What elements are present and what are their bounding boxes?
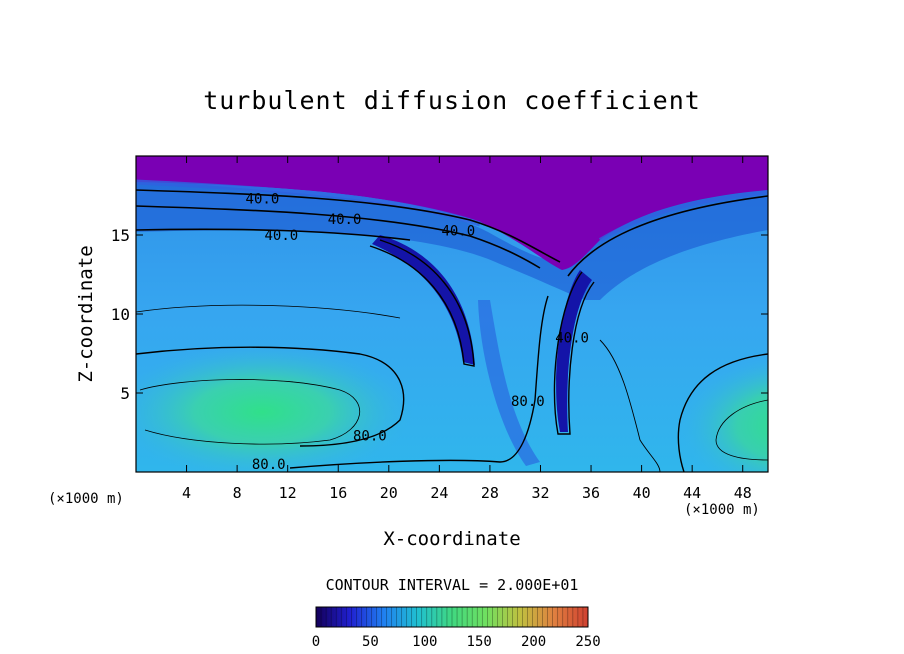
- y-tick-label: 5: [120, 384, 130, 403]
- x-tick-label: 16: [329, 484, 347, 502]
- contour-100-left: [139, 379, 360, 445]
- contour-label: 40.0: [246, 192, 280, 208]
- x-axis-ticks: 4 8 12 16 20 24 28 32 36 40 44 48: [182, 156, 752, 502]
- x-tick-label: 28: [481, 484, 499, 502]
- upper-layer-fill: [136, 156, 768, 270]
- contour-lines: [136, 189, 768, 472]
- contour-60-left: [136, 304, 401, 319]
- x-axis-label: X-coordinate: [383, 528, 521, 550]
- contour-100-right: [715, 399, 768, 461]
- colorbar: 0 50 100 150 200 250: [312, 606, 601, 650]
- x-tick-label: 20: [380, 484, 398, 502]
- high-value-core-right: [660, 356, 768, 472]
- y-axis-ticks: 5 10 15: [111, 226, 768, 403]
- colorbar-tick-label: 250: [575, 634, 600, 650]
- contour-label: 40.0: [265, 228, 299, 244]
- contour-80-left: [136, 346, 405, 447]
- contour-40-finger-right: [553, 271, 595, 435]
- contour-40-upper: [136, 189, 561, 263]
- contour-labels: 40.0 40.0 40.0 40.0 40.0 80.0 80.0 80.0: [246, 192, 589, 473]
- contour-label: 40.0: [441, 223, 475, 239]
- high-value-core-left: [136, 344, 412, 472]
- x-tick-label: 44: [683, 484, 701, 502]
- x-tick-label: 4: [182, 484, 191, 502]
- x-tick-label: 40: [633, 484, 651, 502]
- contour-label: 80.0: [511, 394, 545, 410]
- x-tick-label: 12: [279, 484, 297, 502]
- colorbar-tick-label: 50: [362, 634, 379, 650]
- colorbar-tick-label: 150: [467, 634, 492, 650]
- plume-shading: [478, 300, 540, 466]
- low-value-finger-left: [372, 235, 475, 365]
- colorbar-tick-label: 200: [521, 634, 546, 650]
- x-tick-label: 32: [531, 484, 549, 502]
- layer-edge-band-right: [598, 190, 768, 242]
- contour-interval-label: CONTOUR INTERVAL = 2.000E+01: [325, 576, 579, 594]
- contour-60-right: [599, 339, 661, 472]
- contour-label: 80.0: [353, 429, 387, 445]
- contour-40-right-upper: [567, 195, 768, 277]
- y-tick-label: 15: [111, 226, 130, 245]
- colorbar-tick-label: 100: [412, 634, 437, 650]
- contour-80-plume: [289, 295, 549, 469]
- diffusion-field: [136, 156, 768, 472]
- x-tick-label: 48: [734, 484, 752, 502]
- contour-40-finger-left: [369, 239, 475, 367]
- colorbar-tick-label: 0: [312, 634, 320, 650]
- chart-title: turbulent diffusion coefficient: [203, 86, 701, 115]
- x-tick-label: 36: [582, 484, 600, 502]
- contour-label: 40.0: [555, 331, 589, 347]
- contour-40-mid: [136, 205, 541, 269]
- x-unit-label-left: (×1000 m): [48, 491, 124, 507]
- y-tick-label: 10: [111, 305, 130, 324]
- contour-label: 40.0: [328, 212, 362, 228]
- contour-80-right: [677, 353, 768, 472]
- x-unit-label-right: (×1000 m): [684, 502, 760, 518]
- y-axis-label: Z-coordinate: [75, 245, 97, 383]
- contour-label: 80.0: [252, 457, 286, 473]
- x-tick-label: 8: [233, 484, 242, 502]
- x-tick-label: 24: [430, 484, 448, 502]
- contour-40-lower: [136, 228, 411, 241]
- low-value-band-upper: [136, 178, 768, 300]
